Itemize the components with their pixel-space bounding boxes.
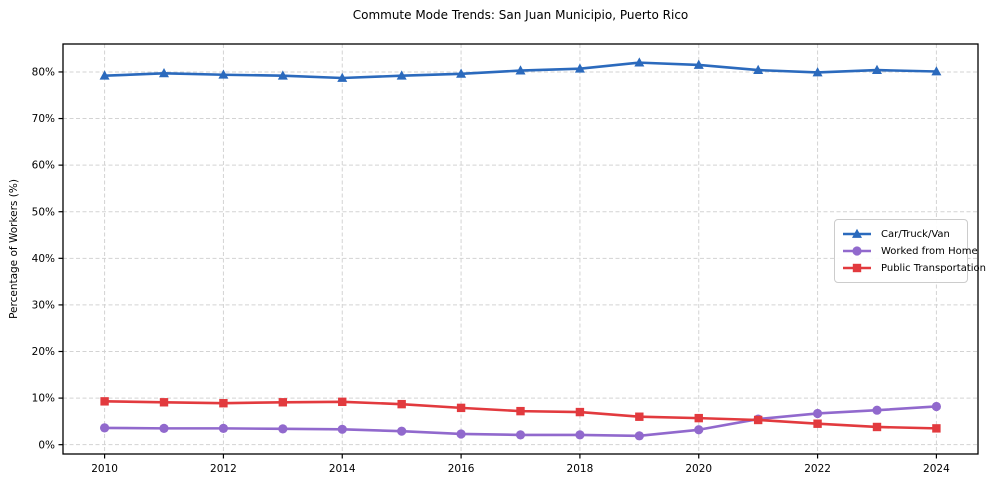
marker-worked-from-home [397,426,407,436]
x-tick-label: 2014 [329,463,356,475]
axes-spines [62,43,979,455]
y-tick-label: 0% [38,439,55,451]
x-tick-label: 2018 [567,463,594,475]
marker-public-transportation [338,397,347,407]
marker-worked-from-home [634,431,644,441]
marker-worked-from-home [515,430,526,440]
marker-public-transportation [100,397,109,406]
triangle-marker-swatch-icon [843,228,871,238]
marker-public-transportation [397,399,406,409]
legend-item-public-transportation: Public Transportation [842,260,986,276]
y-tick-label: 80% [32,67,55,79]
marker-public-transportation [219,399,228,408]
marker-public-transportation [872,422,882,432]
marker-worked-from-home [278,424,288,434]
marker-worked-from-home [694,425,704,435]
legend-item-car-truck-van: Car/Truck/Van [842,226,961,242]
x-tick-label: 2020 [685,463,712,475]
legend-item-worked-from-home: Worked from Home [842,243,978,259]
marker-public-transportation [456,403,466,413]
marker-worked-from-home [99,423,110,433]
marker-public-transportation [635,412,644,421]
marker-car-truck-van [396,70,407,80]
y-tick-label: 50% [32,206,55,218]
marker-worked-from-home [931,401,942,412]
marker-car-truck-van [456,68,467,78]
x-tick-label: 2022 [804,463,831,475]
marker-worked-from-home [456,429,466,439]
x-tick-label: 2016 [448,463,475,475]
marker-public-transportation [575,407,585,417]
marker-car-truck-van [574,63,585,73]
marker-public-transportation [278,398,288,407]
marker-worked-from-home [337,424,347,434]
marker-car-truck-van [812,67,823,77]
marker-public-transportation [813,419,822,428]
y-tick-label: 70% [32,113,55,125]
circle-marker-swatch-icon [843,246,871,256]
x-tick-label: 2010 [91,463,118,475]
marker-worked-from-home [575,430,585,440]
marker-worked-from-home [159,423,169,433]
chart-title: Commute Mode Trends: San Juan Municipio,… [352,8,689,22]
marker-car-truck-van [277,70,288,80]
marker-public-transportation [159,398,169,407]
marker-car-truck-van [515,65,526,75]
y-tick-label: 40% [32,253,55,265]
y-tick-label: 10% [32,393,55,405]
marker-car-truck-van [337,72,348,82]
y-tick-label: 30% [32,300,55,312]
square-marker-swatch-icon [843,263,871,273]
x-tick-label: 2012 [210,463,237,475]
x-tick-label: 2024 [923,463,950,475]
y-tick-label: 60% [32,160,55,172]
marker-worked-from-home [218,423,229,433]
legend-label: Car/Truck/Van [881,228,950,240]
marker-car-truck-van [753,64,764,74]
marker-public-transportation [516,406,525,416]
marker-public-transportation [753,415,763,425]
marker-public-transportation [932,424,941,433]
marker-car-truck-van [931,66,942,76]
y-tick-label: 20% [32,346,55,358]
marker-public-transportation [694,413,703,423]
marker-car-truck-van [871,64,882,74]
marker-car-truck-van [693,59,704,69]
marker-worked-from-home [872,405,882,415]
marker-car-truck-van [218,69,229,79]
marker-car-truck-van [634,57,645,67]
marker-worked-from-home [812,408,823,419]
legend-label: Public Transportation [881,262,986,274]
marker-car-truck-van [99,70,110,80]
legend: Car/Truck/Van Worked from Home Public Tran… [834,219,986,283]
legend-label: Worked from Home [881,245,978,257]
marker-car-truck-van [159,68,170,78]
